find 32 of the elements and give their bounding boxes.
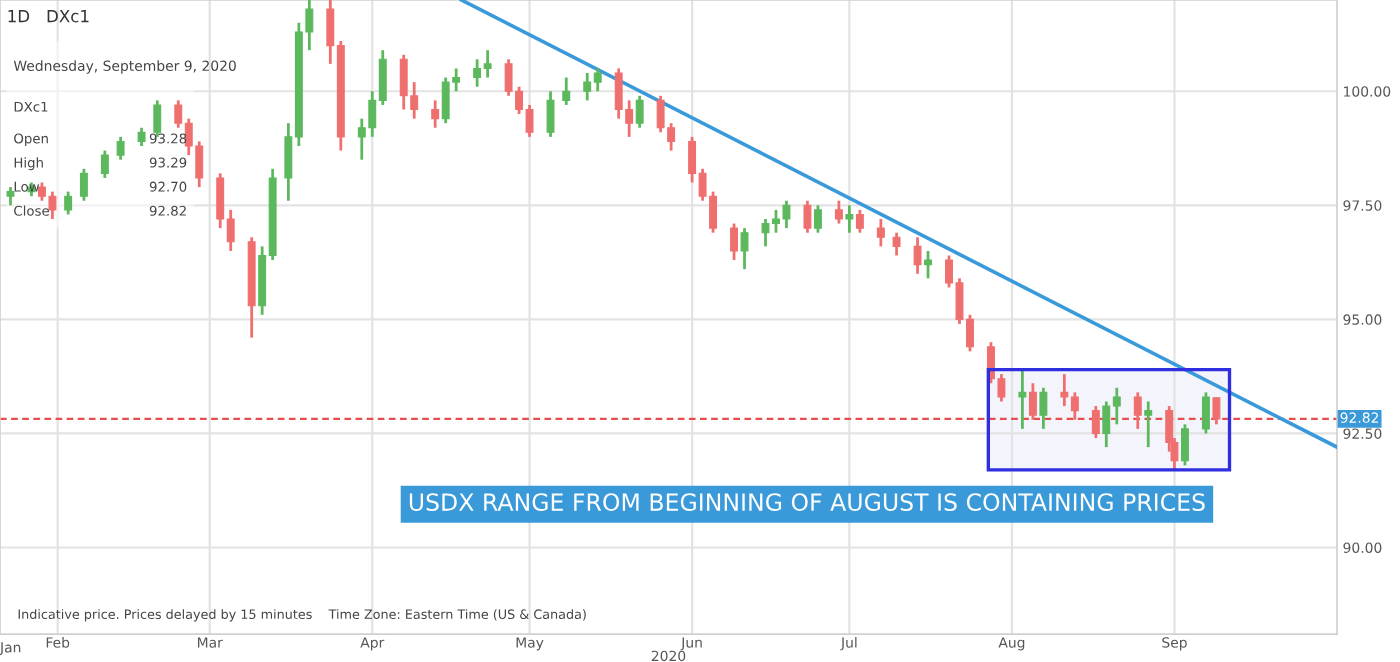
- candlestick: [1144, 400, 1153, 449]
- candlestick: [876, 217, 885, 248]
- candlestick: [1018, 368, 1027, 431]
- candlestick: [845, 203, 854, 235]
- candlestick: [740, 226, 749, 271]
- candlestick: [1133, 390, 1142, 431]
- candlestick: [137, 126, 146, 148]
- candlestick: [855, 208, 864, 235]
- candlestick: [6, 185, 15, 207]
- candlestick: [834, 199, 843, 225]
- candlestick: [892, 231, 901, 257]
- candlestick: [1180, 422, 1189, 467]
- candlestick: [1201, 390, 1210, 435]
- candlestick: [79, 167, 88, 203]
- candlestick: [635, 94, 644, 130]
- candlestick: [1028, 381, 1037, 422]
- candlestick: [803, 199, 812, 235]
- candlestick: [1091, 404, 1100, 440]
- candlestick: [813, 203, 822, 235]
- candlestick: [64, 190, 73, 216]
- candlestick: [924, 249, 932, 280]
- candlestick: [562, 76, 571, 107]
- annotation: USDX RANGE FROM BEGINNING OF AUGUST IS CONTAINING PRICES: [409, 493, 1205, 512]
- candlestick: [431, 98, 440, 130]
- candlestick: [1212, 396, 1221, 426]
- candlestick: [730, 222, 739, 262]
- candlestick: [100, 149, 109, 180]
- candlestick: [116, 135, 125, 162]
- candlestick: [546, 89, 555, 139]
- candlestick: [913, 235, 922, 276]
- chart-title: 1D DXc1: [8, 10, 89, 23]
- candlestick: [1039, 386, 1048, 431]
